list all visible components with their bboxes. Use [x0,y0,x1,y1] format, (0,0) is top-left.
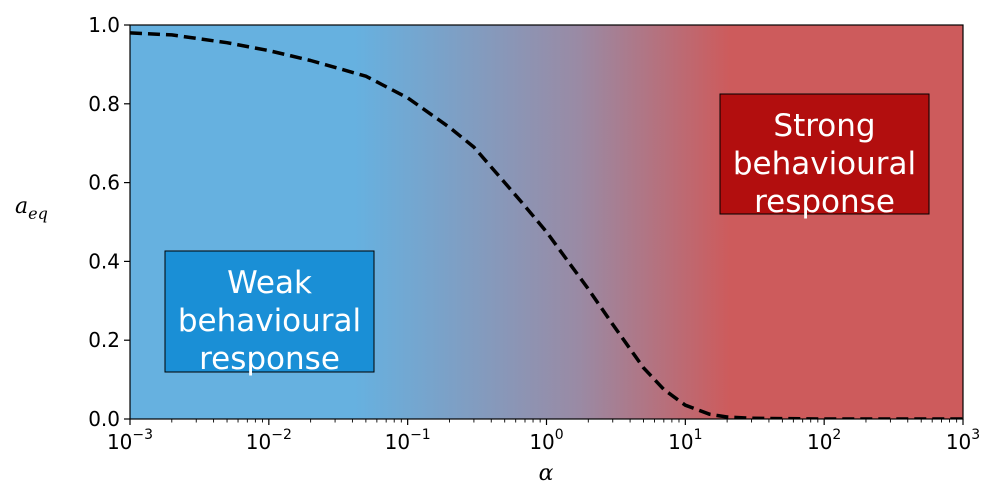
y-axis-label-base: a [15,194,28,219]
annotation-layer: WeakbehaviouralresponseStrongbehavioural… [164,93,930,377]
annotation-text-line: Weak [227,265,312,301]
x-tick-label: 101 [668,427,702,454]
y-axis-label: aeq [15,194,48,223]
x-tick-label: 100 [529,427,563,454]
x-tick-label: 10−3 [107,427,153,454]
y-tick-label: 0.8 [88,92,120,116]
annotation-text-line: behavioural [733,146,916,182]
x-axis-label: α [539,461,554,486]
x-tick-label: 10−1 [385,427,431,454]
x-tick-label: 103 [946,427,980,454]
annotation-box [164,250,375,373]
y-tick-label: 0.0 [88,407,120,431]
y-tick-label: 0.6 [88,171,120,195]
y-tick-label: 1.0 [88,13,120,37]
annotation-text-line: response [754,184,895,220]
annotation-text-line: Strong [773,108,875,144]
y-tick-label: 0.2 [88,328,120,352]
annotation-text-line: response [199,341,340,377]
y-axis: 0.0 0.2 0.4 0.6 0.8 1.0 [88,13,130,431]
x-tick-label: 10−2 [246,427,292,454]
y-tick-label: 0.4 [88,249,120,273]
annotation-text-line: behavioural [178,303,361,339]
annotation-box [719,93,930,215]
x-axis: 10−3 10−2 10−1 100 101 102 103 [107,419,980,454]
y-axis-label-subscript: eq [28,204,48,223]
x-tick-label: 102 [807,427,841,454]
